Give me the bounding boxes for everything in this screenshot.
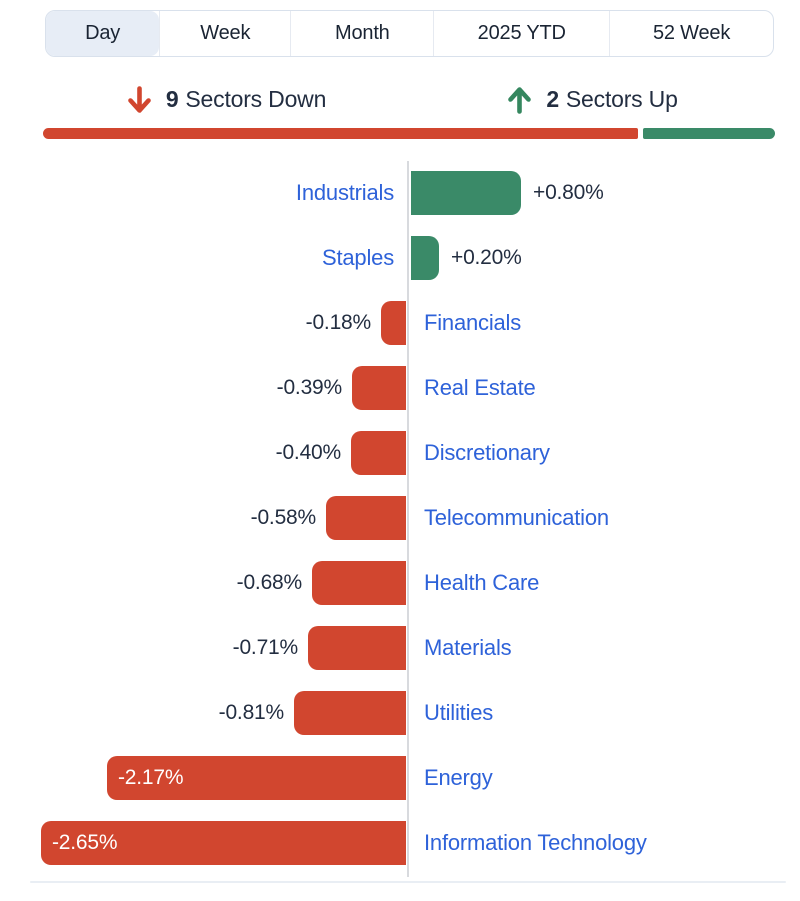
sector-bar-utilities — [294, 690, 406, 735]
sectors-down-text: 9 Sectors Down — [165, 86, 327, 113]
sector-row-information-technology: -2.65% Information Technology — [0, 810, 800, 875]
sector-bar-information-technology: -2.65% — [41, 820, 406, 865]
arrow-up-icon — [508, 86, 532, 114]
sector-label-health-care[interactable]: Health Care — [424, 569, 540, 595]
sector-value-information-technology: -2.65% — [52, 830, 118, 854]
sector-label-energy[interactable]: Energy — [424, 764, 493, 790]
sectors-down-label: Sectors Down — [185, 86, 327, 112]
sector-bar-health-care — [312, 560, 406, 605]
sector-value-health-care: -0.68% — [236, 570, 303, 594]
sector-label-utilities[interactable]: Utilities — [424, 699, 494, 725]
sectors-down-count: 9 — [165, 86, 179, 112]
sectors-up-count: 2 — [546, 86, 559, 112]
sector-performance-panel: Day Week Month 2025 YTD 52 Week 9 Sectors Do… — [0, 10, 800, 901]
tab-2025-ytd[interactable]: 2025 YTD — [433, 11, 609, 56]
sector-row-real-estate: -0.39% Real Estate — [0, 355, 800, 420]
sectors-down-summary: 9 Sectors Down — [43, 83, 409, 116]
tab-week[interactable]: Week — [159, 11, 290, 56]
sector-value-discretionary: -0.40% — [275, 440, 342, 464]
tab-month[interactable]: Month — [290, 11, 433, 56]
breadth-summary-row: 9 Sectors Down 2 Sectors Up — [43, 83, 775, 116]
sector-bar-financials — [381, 300, 406, 345]
sector-label-staples[interactable]: Staples — [322, 244, 394, 270]
sector-value-staples: +0.20% — [451, 245, 522, 269]
down-ratio-segment — [43, 128, 638, 139]
sector-bar-chart: Industrials +0.80% Staples +0.20% -0.18% Fina… — [0, 160, 800, 877]
sector-label-real-estate[interactable]: Real Estate — [424, 374, 536, 400]
period-tab-bar: Day Week Month 2025 YTD 52 Week — [45, 10, 774, 57]
sector-label-telecommunication[interactable]: Telecommunication — [424, 504, 609, 530]
sectors-up-text: 2 Sectors Up — [546, 86, 678, 113]
sector-value-financials: -0.18% — [305, 310, 372, 334]
sector-value-real-estate: -0.39% — [276, 375, 343, 399]
sector-row-industrials: Industrials +0.80% — [0, 160, 800, 225]
tab-52-week[interactable]: 52 Week — [609, 11, 773, 56]
sector-bar-staples — [411, 235, 439, 280]
sector-row-discretionary: -0.40% Discretionary — [0, 420, 800, 485]
sector-value-materials: -0.71% — [232, 635, 299, 659]
up-ratio-segment — [642, 128, 775, 139]
tab-day[interactable]: Day — [46, 11, 160, 56]
sector-value-utilities: -0.81% — [218, 700, 285, 724]
sector-value-telecommunication: -0.58% — [250, 505, 317, 529]
breadth-ratio-bar — [43, 128, 775, 139]
sector-label-discretionary[interactable]: Discretionary — [424, 439, 550, 465]
sectors-up-label: Sectors Up — [565, 86, 678, 112]
sector-label-financials[interactable]: Financials — [424, 309, 522, 335]
sector-row-health-care: -0.68% Health Care — [0, 550, 800, 615]
sector-row-energy: -2.17% Energy — [0, 745, 800, 810]
sector-bar-real-estate — [352, 365, 406, 410]
sector-row-staples: Staples +0.20% — [0, 225, 800, 290]
sector-value-energy: -2.17% — [118, 765, 184, 789]
sector-bar-materials — [308, 625, 406, 670]
sectors-up-summary: 2 Sectors Up — [409, 83, 775, 116]
arrow-down-icon — [128, 85, 151, 113]
sector-row-materials: -0.71% Materials — [0, 615, 800, 680]
sector-label-materials[interactable]: Materials — [424, 634, 512, 660]
sector-bar-telecommunication — [326, 495, 406, 540]
sector-label-information-technology[interactable]: Information Technology — [424, 829, 647, 855]
zero-axis-line — [407, 161, 409, 877]
bottom-divider — [30, 881, 786, 883]
sector-bar-industrials — [411, 170, 521, 215]
sector-label-industrials[interactable]: Industrials — [295, 179, 394, 205]
sector-bar-energy: -2.17% — [107, 755, 406, 800]
sector-bar-discretionary — [351, 430, 406, 475]
sector-row-financials: -0.18% Financials — [0, 290, 800, 355]
sector-row-telecommunication: -0.58% Telecommunication — [0, 485, 800, 550]
sector-value-industrials: +0.80% — [533, 180, 604, 204]
sector-row-utilities: -0.81% Utilities — [0, 680, 800, 745]
